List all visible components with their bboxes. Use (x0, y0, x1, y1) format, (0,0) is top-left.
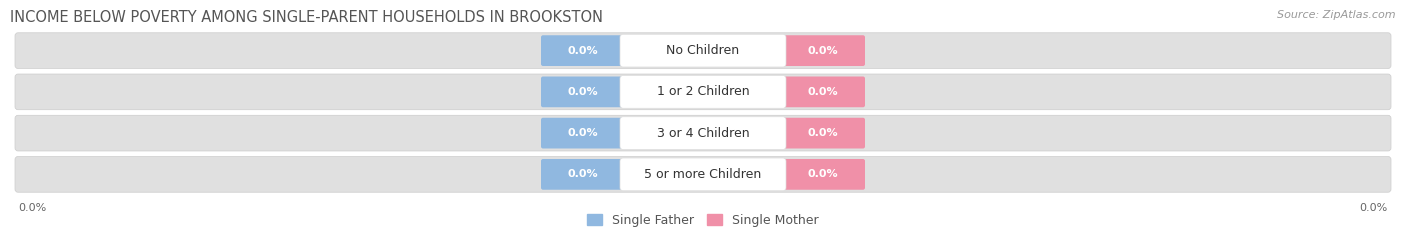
FancyBboxPatch shape (780, 35, 865, 66)
Text: No Children: No Children (666, 44, 740, 57)
FancyBboxPatch shape (541, 118, 626, 148)
FancyBboxPatch shape (541, 159, 626, 190)
FancyBboxPatch shape (620, 158, 786, 191)
Text: 0.0%: 0.0% (807, 87, 838, 97)
FancyBboxPatch shape (780, 76, 865, 107)
FancyBboxPatch shape (15, 74, 1391, 110)
Text: 0.0%: 0.0% (568, 46, 599, 56)
FancyBboxPatch shape (780, 118, 865, 148)
Text: 0.0%: 0.0% (1360, 203, 1388, 213)
Text: 5 or more Children: 5 or more Children (644, 168, 762, 181)
Legend: Single Father, Single Mother: Single Father, Single Mother (588, 214, 818, 227)
Text: 0.0%: 0.0% (807, 169, 838, 179)
FancyBboxPatch shape (780, 159, 865, 190)
FancyBboxPatch shape (541, 76, 626, 107)
FancyBboxPatch shape (620, 117, 786, 150)
Text: 1 or 2 Children: 1 or 2 Children (657, 85, 749, 98)
Text: 0.0%: 0.0% (807, 128, 838, 138)
FancyBboxPatch shape (15, 115, 1391, 151)
Text: 0.0%: 0.0% (568, 169, 599, 179)
FancyBboxPatch shape (541, 35, 626, 66)
FancyBboxPatch shape (620, 75, 786, 108)
FancyBboxPatch shape (620, 34, 786, 67)
Text: 0.0%: 0.0% (807, 46, 838, 56)
FancyBboxPatch shape (15, 33, 1391, 69)
Text: 0.0%: 0.0% (18, 203, 46, 213)
Text: 3 or 4 Children: 3 or 4 Children (657, 127, 749, 140)
Text: 0.0%: 0.0% (568, 87, 599, 97)
Text: Source: ZipAtlas.com: Source: ZipAtlas.com (1278, 10, 1396, 20)
FancyBboxPatch shape (15, 157, 1391, 192)
Text: 0.0%: 0.0% (568, 128, 599, 138)
Text: INCOME BELOW POVERTY AMONG SINGLE-PARENT HOUSEHOLDS IN BROOKSTON: INCOME BELOW POVERTY AMONG SINGLE-PARENT… (10, 10, 603, 25)
